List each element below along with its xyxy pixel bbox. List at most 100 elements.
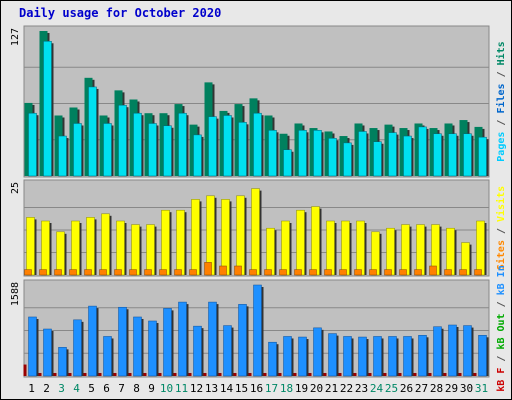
x-tick-label: 2 [43,382,50,395]
x-tick-label: 4 [73,382,80,395]
bar-kb-in [28,316,37,377]
bar-pages [238,122,247,177]
bar-kb-in [403,336,412,377]
bar-kb-in [118,306,127,377]
x-tick-label: 31 [475,382,488,395]
bar-pages [448,133,457,177]
bar-visits [41,220,50,276]
y-tick-label: 1588 [10,282,21,306]
bar-pages [103,123,112,177]
bar-sites [144,269,152,276]
bar-kb-in [73,319,82,377]
bar-kb-in [448,324,457,377]
bar-visits [71,220,80,276]
bar-kb-f [398,373,402,376]
x-tick-label: 1 [28,382,35,395]
bar-kb-f [323,373,327,376]
bar-kb-in [358,336,367,377]
panel-kb-in-out-f: 1588 kB F / kB Out / kB In [10,265,507,391]
bar-pages [433,133,442,177]
bar-pages [28,112,37,177]
bar-pages [283,149,292,177]
bar-kb-in [418,335,427,377]
legend-part: / [496,295,507,313]
legend-part: / [496,65,507,83]
bar-kb-f [413,373,417,376]
x-tick-label: 13 [205,382,218,395]
bar-sites [294,269,302,276]
legend-part: Visits [495,186,507,222]
bar-kb-in [148,320,157,377]
bar-pages [403,135,412,177]
bar-visits [251,188,260,276]
legend-part: kB F [496,368,507,392]
bar-sites [264,269,272,276]
bar-visits [386,227,395,276]
bar-kb-f [428,373,432,376]
bar-visits [131,224,140,276]
bar-kb-f [218,373,222,376]
bar-kb-in [58,347,67,377]
bar-pages [253,112,262,177]
bar-visits [56,231,65,276]
x-tick-label: 30 [460,382,473,395]
bar-sites [174,269,182,276]
bar-kb-f [458,373,462,376]
bar-visits [266,227,275,276]
x-tick-label: 19 [295,382,308,395]
bar-kb-f [203,373,207,376]
x-tick-label: 22 [340,382,353,395]
bar-sites [219,265,227,276]
x-tick-label: 23 [355,382,368,395]
bar-pages [358,131,367,177]
x-tick-label: 5 [88,382,95,395]
bar-kb-f [443,373,447,376]
x-tick-label: 25 [385,382,398,395]
bar-sites [99,269,107,276]
bar-sites [474,269,482,276]
bar-pages [478,136,487,177]
bar-pages [133,112,142,177]
bar-visits [236,195,245,276]
bar-kb-in [298,336,307,377]
legend-part: / [496,114,507,132]
bar-pages [418,126,427,177]
bar-kb-in [433,326,442,377]
bar-kb-f [98,373,102,376]
legend-part: Files [495,83,507,113]
axis-legend-label: kB F / kB Out / kB In [496,265,507,391]
bar-pages [208,116,217,177]
bar-kb-in [103,336,112,377]
legend-part: Pages [496,132,507,162]
bar-sites [159,269,167,276]
bar-kb-f [473,373,477,376]
x-tick-label: 21 [325,382,338,395]
bar-pages [343,142,352,177]
bar-sites [339,269,347,276]
bar-sites [204,262,212,276]
bar-sites [309,269,317,276]
bar-kb-in [133,316,142,377]
bar-pages [463,133,472,177]
bar-sites [429,265,437,276]
bar-visits [116,220,125,276]
bar-pages [43,41,52,177]
bar-sites [369,269,377,276]
y-tick-label: 127 [10,28,21,46]
bar-sites [324,269,332,276]
x-tick-label: 20 [310,382,323,395]
bar-visits [326,220,335,276]
bar-kb-f [173,373,177,376]
bar-visits [221,199,230,276]
x-tick-label: 29 [445,382,458,395]
x-tick-label: 24 [370,382,384,395]
bar-sites [129,269,137,276]
bar-kb-in [43,328,52,377]
bar-sites [84,269,92,276]
bar-pages [223,115,232,177]
bar-kb-f [113,373,117,376]
legend-part: / [496,222,507,240]
bar-kb-f [338,373,342,376]
axis-legend-label: Pages / Files / Hits [495,41,507,161]
bar-visits [476,220,485,276]
